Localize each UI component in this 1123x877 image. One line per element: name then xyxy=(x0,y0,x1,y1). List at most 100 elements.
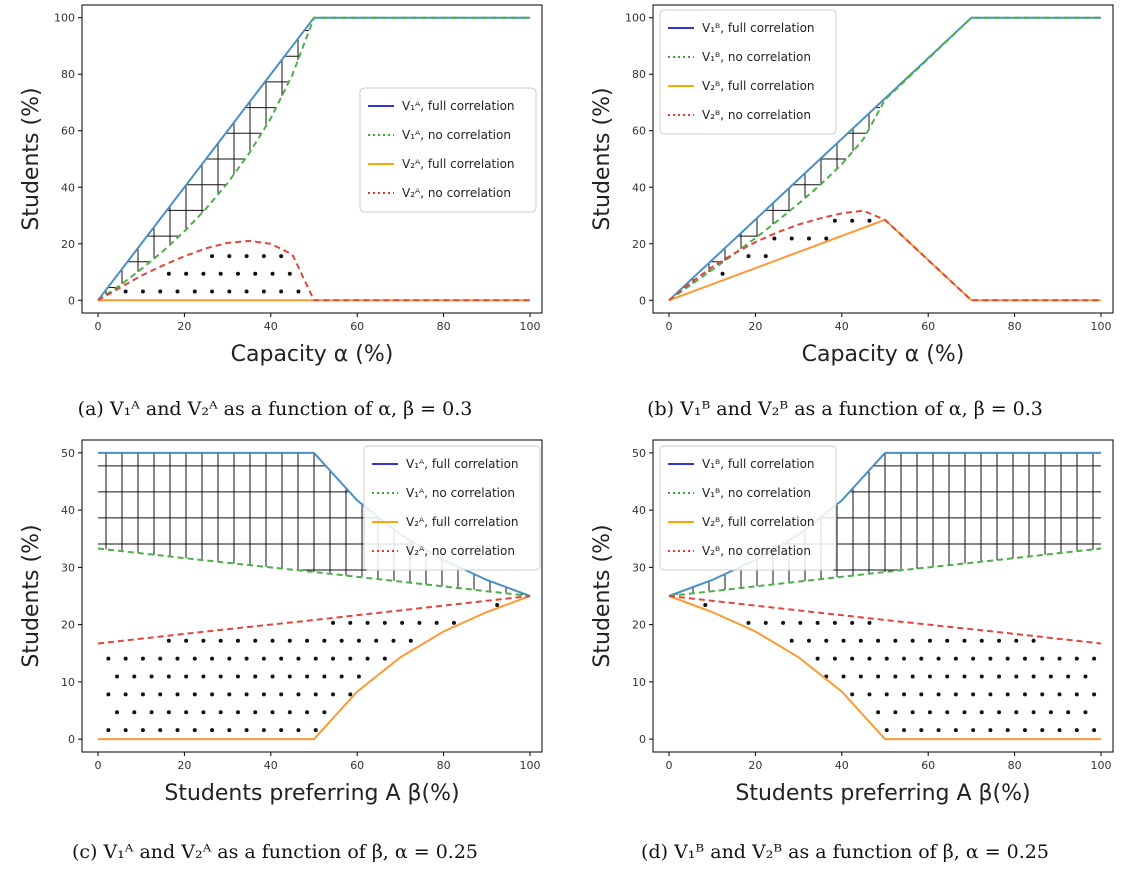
hatch-dot xyxy=(313,692,318,697)
series-line-4 xyxy=(668,595,1102,645)
hatch-dot xyxy=(201,271,206,276)
hatch-dot xyxy=(971,692,976,697)
hatch-dot xyxy=(175,692,180,697)
hatch-dot xyxy=(175,656,180,661)
series-lines xyxy=(97,16,530,302)
hatch-dot xyxy=(1057,656,1062,661)
hatch-dot xyxy=(322,638,327,643)
hatch-dot xyxy=(1066,674,1071,679)
hatch-dot xyxy=(1031,674,1036,679)
hatch-dot xyxy=(270,638,275,643)
hatch-dot xyxy=(451,620,456,625)
hatch-dot xyxy=(1092,692,1097,697)
legend-entry: V₂ᴬ, full correlation xyxy=(402,157,515,171)
hatch-dot xyxy=(919,656,924,661)
hatch-dot xyxy=(1040,692,1045,697)
hatch-dot xyxy=(910,710,915,715)
y-axis-label: Students (%) xyxy=(590,87,615,230)
hatch-dot xyxy=(997,638,1002,643)
hatch-dot xyxy=(261,254,266,259)
hatch-dot xyxy=(296,656,301,661)
hatch-dot xyxy=(927,674,932,679)
hatch-dot xyxy=(815,620,820,625)
hatch-dot xyxy=(798,620,803,625)
hatch-dot xyxy=(210,656,215,661)
x-tick-label: 60 xyxy=(350,759,364,772)
hatch-dot xyxy=(962,710,967,715)
hatch-dot xyxy=(1005,728,1010,733)
hatch-dot xyxy=(132,710,137,715)
hatch-dot xyxy=(279,254,284,259)
hatch-dot xyxy=(850,620,855,625)
hatch-dot xyxy=(1057,692,1062,697)
hatch-dot xyxy=(244,692,249,697)
series-line-3 xyxy=(98,595,531,741)
hatch-dot xyxy=(166,710,171,715)
hatch-dot xyxy=(296,289,301,294)
y-tick-label: 20 xyxy=(632,619,646,632)
hatch-dot xyxy=(261,656,266,661)
hatch-dot xyxy=(1048,710,1053,715)
hatch-dot xyxy=(953,656,958,661)
hatch-dot xyxy=(927,710,932,715)
hatch-dot xyxy=(270,710,275,715)
hatch-dot xyxy=(382,620,387,625)
hatch-dot xyxy=(106,728,111,733)
hatch-dot xyxy=(365,656,370,661)
hatch-dot xyxy=(945,674,950,679)
hatch-dot xyxy=(184,271,189,276)
hatch-dot xyxy=(763,254,768,259)
hatch-dot xyxy=(184,638,189,643)
hatch-dot xyxy=(988,656,993,661)
hatch-dot xyxy=(979,674,984,679)
hatch-dot xyxy=(115,674,120,679)
hatch-dot xyxy=(806,638,811,643)
y-tick-label: 40 xyxy=(61,181,75,194)
hatch-dot xyxy=(763,620,768,625)
hatch-dot xyxy=(1074,656,1079,661)
hatch-dot xyxy=(971,656,976,661)
y-tick-label: 50 xyxy=(632,447,646,460)
hatch-dot xyxy=(158,656,163,661)
hatch-dot xyxy=(824,638,829,643)
x-tick-label: 100 xyxy=(1091,759,1112,772)
y-tick-label: 50 xyxy=(61,447,75,460)
hatch-dot xyxy=(175,728,180,733)
hatch-dot xyxy=(832,218,837,223)
x-axis-label: Capacity α (%) xyxy=(802,342,965,367)
hatch-dot xyxy=(902,692,907,697)
hatch-dot xyxy=(979,638,984,643)
hatch-dot xyxy=(365,620,370,625)
x-tick-label: 0 xyxy=(95,320,102,333)
hatch-dot xyxy=(339,674,344,679)
hatch-dot xyxy=(192,289,197,294)
hatch-dot xyxy=(1014,674,1019,679)
hatch-regions xyxy=(105,30,309,295)
hatch-dot xyxy=(184,674,189,679)
hatch-dot xyxy=(850,656,855,661)
hatch-dot xyxy=(201,638,206,643)
hatch-regions xyxy=(676,452,1101,733)
hatch-dot xyxy=(106,692,111,697)
hatch-dot xyxy=(227,728,232,733)
hatch-dot xyxy=(106,656,111,661)
x-tick-label: 100 xyxy=(520,759,541,772)
hatch-dot xyxy=(953,728,958,733)
x-tick-label: 0 xyxy=(95,759,102,772)
hatch-dot xyxy=(789,638,794,643)
x-tick-label: 20 xyxy=(177,320,191,333)
hatch-dot xyxy=(1083,710,1088,715)
hatch-dot xyxy=(192,692,197,697)
series-line-2 xyxy=(97,547,531,597)
hatch-dot xyxy=(348,620,353,625)
panel-caption: (d) V₁ᴮ and V₂ᴮ as a function of β, α = … xyxy=(641,841,1049,863)
y-tick-label: 20 xyxy=(632,238,646,251)
legend-box xyxy=(359,87,537,213)
hatch-dot xyxy=(1048,674,1053,679)
hatch-dot xyxy=(867,692,872,697)
hatch-dot xyxy=(244,289,249,294)
hatch-dot xyxy=(227,656,232,661)
hatch-dot xyxy=(720,271,725,276)
hatch-dot xyxy=(408,638,413,643)
